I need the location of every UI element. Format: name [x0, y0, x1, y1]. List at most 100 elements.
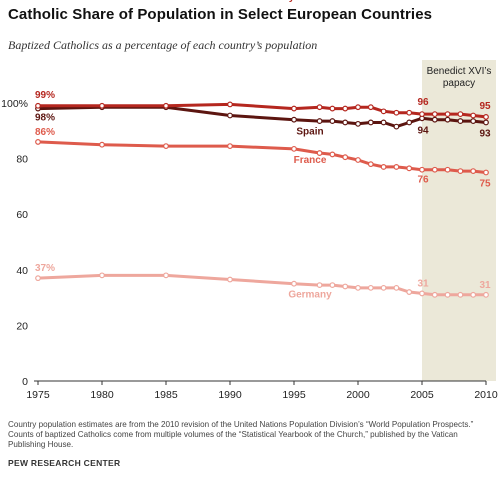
spain-point [227, 112, 233, 119]
spain-line [37, 105, 487, 129]
germany-point [444, 291, 451, 298]
france-end-label: 75 [479, 179, 491, 190]
france-point [329, 151, 336, 158]
highlight-label: Benedict XVI’s [427, 66, 492, 77]
y-tick-label: 60 [16, 209, 28, 221]
highlight-label: papacy [443, 78, 475, 89]
germany-point [393, 284, 400, 291]
spain-point [291, 116, 297, 123]
spain-point [355, 120, 361, 127]
germany-point [367, 284, 374, 291]
chart-labels: 99% 95 96 Italy 98% 93 94 Spain 86% 75 76 France 37%… [35, 0, 491, 301]
italy-point [444, 111, 451, 118]
italy-point [291, 105, 297, 112]
chart-axes: 1975 1980 1985 1990 1995 2000 2005 2010 0 20 40 60 8… [1, 98, 498, 401]
italy-start-label: 99% [35, 90, 55, 101]
france-point [380, 164, 387, 170]
spain-point [380, 119, 387, 126]
italy-point [419, 111, 425, 118]
italy-point [483, 113, 489, 120]
france-point [355, 157, 361, 163]
italy-point [342, 105, 349, 112]
france-point [431, 166, 438, 173]
italy-point [406, 109, 413, 116]
france-point [419, 166, 425, 173]
spain-point [457, 118, 464, 124]
france-point [483, 169, 489, 176]
italy-point [35, 102, 41, 109]
spain-point [470, 118, 477, 124]
spain-point [431, 116, 438, 123]
france-point [470, 168, 477, 175]
spain-point [329, 118, 336, 124]
germany-start-label: 37% [35, 263, 55, 274]
france-point [227, 143, 233, 149]
france-point [316, 150, 323, 156]
chart-subtitle: Baptized Catholics as a percentage of ea… [8, 38, 318, 52]
france-point [393, 164, 400, 170]
france-point [35, 139, 41, 145]
italy-point [316, 104, 323, 111]
italy-point [457, 111, 464, 118]
france-point [99, 141, 105, 148]
germany-point [406, 289, 413, 295]
y-tick-label: 0 [22, 376, 28, 388]
italy-point [227, 101, 233, 108]
germany-point [483, 291, 489, 298]
y-tick-label: 80 [16, 154, 28, 166]
italy-point [380, 108, 387, 115]
x-tick-label: 1975 [26, 389, 50, 401]
france-peak-label: 76 [417, 175, 429, 186]
germany-point [342, 283, 349, 290]
germany-point [227, 276, 233, 283]
france-point [367, 161, 374, 168]
spain-point [316, 118, 323, 124]
germany-end-label: 31 [479, 280, 491, 291]
germany-point [291, 280, 297, 287]
germany-point [163, 272, 169, 279]
italy-point [329, 105, 336, 112]
germany-point [470, 291, 477, 298]
spain-point [483, 119, 489, 126]
france-point [163, 143, 169, 149]
y-tick-label: 20 [16, 320, 28, 332]
italy-point [470, 112, 477, 119]
spain-point [367, 119, 374, 126]
y-tick-label: 40 [16, 265, 28, 277]
spain-point [444, 116, 451, 123]
spain-point [406, 119, 413, 126]
germany-point [329, 282, 336, 288]
france-start-label: 86% [35, 127, 55, 138]
italy-point [393, 109, 400, 116]
chart-title: Catholic Share of Population in Select E… [8, 6, 433, 23]
x-tick-label: 2000 [346, 389, 370, 401]
spain-start-label: 98% [35, 113, 55, 124]
italy-peak-label: 96 [417, 97, 429, 108]
germany-point [316, 282, 323, 288]
france-point [406, 165, 413, 172]
italy-end-label: 95 [479, 101, 491, 112]
germany-point [457, 291, 464, 298]
y-tick-label: 100% [1, 98, 28, 110]
germany-point [99, 272, 105, 279]
germany-point [380, 284, 387, 291]
source-credit: PEW RESEARCH CENTER [8, 458, 121, 468]
spain-peak-label: 94 [417, 125, 429, 136]
spain-end-label: 93 [479, 128, 491, 139]
italy-point [355, 104, 361, 111]
italy-point [367, 104, 374, 111]
france-point [457, 168, 464, 175]
germany-peak-label: 31 [417, 278, 429, 289]
germany-point [35, 275, 41, 282]
italy-series-label: Italy [274, 0, 294, 3]
spain-point [393, 123, 400, 130]
footnote: Country population estimates are from th… [8, 420, 474, 449]
italy-point [99, 102, 105, 109]
germany-point [419, 290, 425, 297]
x-tick-label: 1995 [282, 389, 306, 401]
spain-point [342, 119, 349, 126]
france-point [444, 166, 451, 173]
spain-series-label: Spain [296, 127, 323, 138]
x-tick-label: 1980 [90, 389, 114, 401]
